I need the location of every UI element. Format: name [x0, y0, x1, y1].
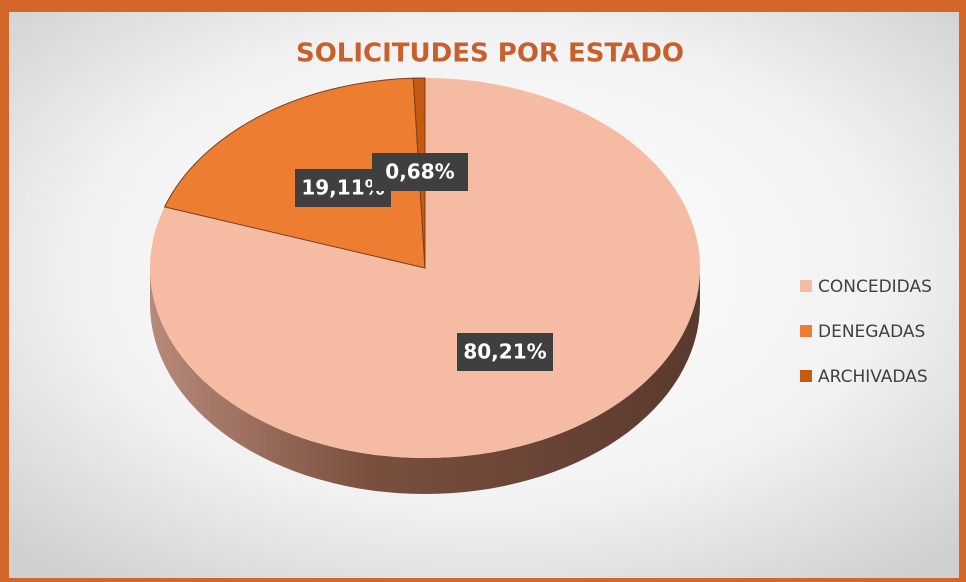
- legend-swatch: [800, 370, 812, 382]
- data-label: 0,68%: [385, 160, 454, 184]
- legend: CONCEDIDAS DENEGADAS ARCHIVADAS: [800, 277, 932, 387]
- data-label: 19,11%: [301, 176, 384, 200]
- slice: [163, 77, 426, 269]
- pie: [150, 77, 701, 494]
- data-label-box: [457, 333, 553, 371]
- slice-side: [150, 268, 700, 494]
- legend-label: ARCHIVADAS: [818, 367, 928, 387]
- legend-swatch: [800, 325, 812, 337]
- data-label: 80,21%: [463, 340, 546, 364]
- chart-title: SOLICITUDES POR ESTADO: [296, 39, 684, 69]
- legend-label: DENEGADAS: [818, 322, 925, 342]
- data-labels: 80,21% 19,11%0,68%: [295, 153, 553, 371]
- legend-label: CONCEDIDAS: [818, 277, 932, 297]
- legend-swatch: [800, 280, 812, 292]
- data-label-box: [372, 153, 468, 191]
